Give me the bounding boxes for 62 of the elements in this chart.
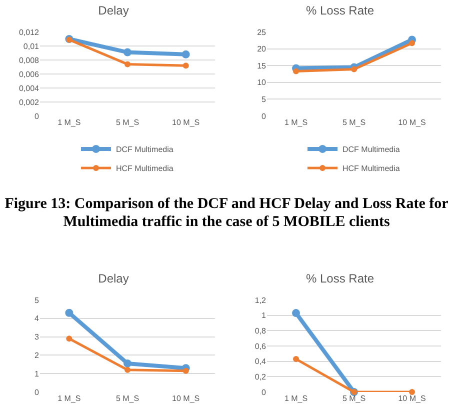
y-tick-label: 0,002 xyxy=(18,98,40,107)
y-tick-label: 0,6 xyxy=(254,342,267,351)
chart-title: Delay xyxy=(98,271,129,286)
y-tick-label: 10 xyxy=(257,78,267,88)
chart-title: Delay xyxy=(98,3,129,18)
y-tick-label: 0 xyxy=(34,112,40,121)
point xyxy=(124,61,130,68)
point xyxy=(124,366,130,373)
x-tick-label: 5 M_S xyxy=(342,118,366,127)
legend-label: HCF Multimedia xyxy=(116,164,174,174)
x-tick-label: 10 M_S xyxy=(172,394,200,403)
point xyxy=(182,368,189,374)
point xyxy=(351,66,357,72)
legend-label: HCF Multimedia xyxy=(342,164,400,174)
legend-label: DCF Multimedia xyxy=(116,145,174,154)
x-tick-label: 1 M_S xyxy=(284,394,308,403)
chart-title: % Loss Rate xyxy=(306,271,374,286)
chart-title: % Loss Rate xyxy=(306,3,374,18)
x-tick-label: 5 M_S xyxy=(116,118,140,127)
point xyxy=(293,356,299,362)
y-tick-label: 2 xyxy=(34,351,40,360)
y-tick-label: 0 xyxy=(34,388,40,397)
y-tick-label: 0,01 xyxy=(23,42,40,51)
point xyxy=(66,336,72,342)
x-tick-label: 5 M_S xyxy=(116,394,140,403)
y-tick-label: 0,008 xyxy=(18,56,40,65)
y-tick-label: 0,8 xyxy=(254,326,267,336)
point xyxy=(293,68,299,74)
point xyxy=(409,40,415,46)
y-tick-label: 15 xyxy=(257,61,267,70)
y-tick-label: 5 xyxy=(262,95,267,104)
y-tick-label: 1,2 xyxy=(254,296,267,305)
y-tick-label: 25 xyxy=(257,28,267,37)
x-tick-label: 10 M_S xyxy=(398,394,426,403)
y-tick-label: 1 xyxy=(262,311,267,320)
y-tick-label: 4 xyxy=(34,314,40,324)
x-tick-label: 1 M_S xyxy=(58,118,81,127)
point xyxy=(409,389,415,395)
x-tick-label: 5 M_S xyxy=(342,394,366,403)
point xyxy=(124,48,132,56)
y-tick-label: 0,004 xyxy=(18,84,40,93)
point xyxy=(124,359,132,368)
y-tick-label: 0 xyxy=(262,388,267,397)
x-tick-label: 1 M_S xyxy=(284,118,308,127)
point xyxy=(182,62,189,69)
x-tick-label: 1 M_S xyxy=(58,394,81,403)
y-tick-label: 0,012 xyxy=(18,28,40,37)
y-tick-label: 20 xyxy=(257,44,267,54)
y-tick-label: 1 xyxy=(34,369,40,378)
x-tick-label: 10 M_S xyxy=(398,118,426,127)
y-tick-label: 0 xyxy=(262,112,267,121)
x-tick-label: 10 M_S xyxy=(172,118,200,127)
y-tick-label: 0,4 xyxy=(254,357,267,366)
y-tick-label: 0,2 xyxy=(254,372,267,382)
y-tick-label: 3 xyxy=(34,332,40,342)
caption: Figure 13: Comparison of the DCF and HCF Delay and Loss Rate for Multimedia traffic in the case of 5 MOBILE clients xyxy=(4,196,450,232)
y-tick-label: 5 xyxy=(34,296,40,305)
point xyxy=(182,50,190,58)
y-tick-label: 0,006 xyxy=(18,70,40,79)
legend-label: DCF Multimedia xyxy=(342,145,400,154)
point xyxy=(292,309,300,318)
point xyxy=(65,308,74,317)
